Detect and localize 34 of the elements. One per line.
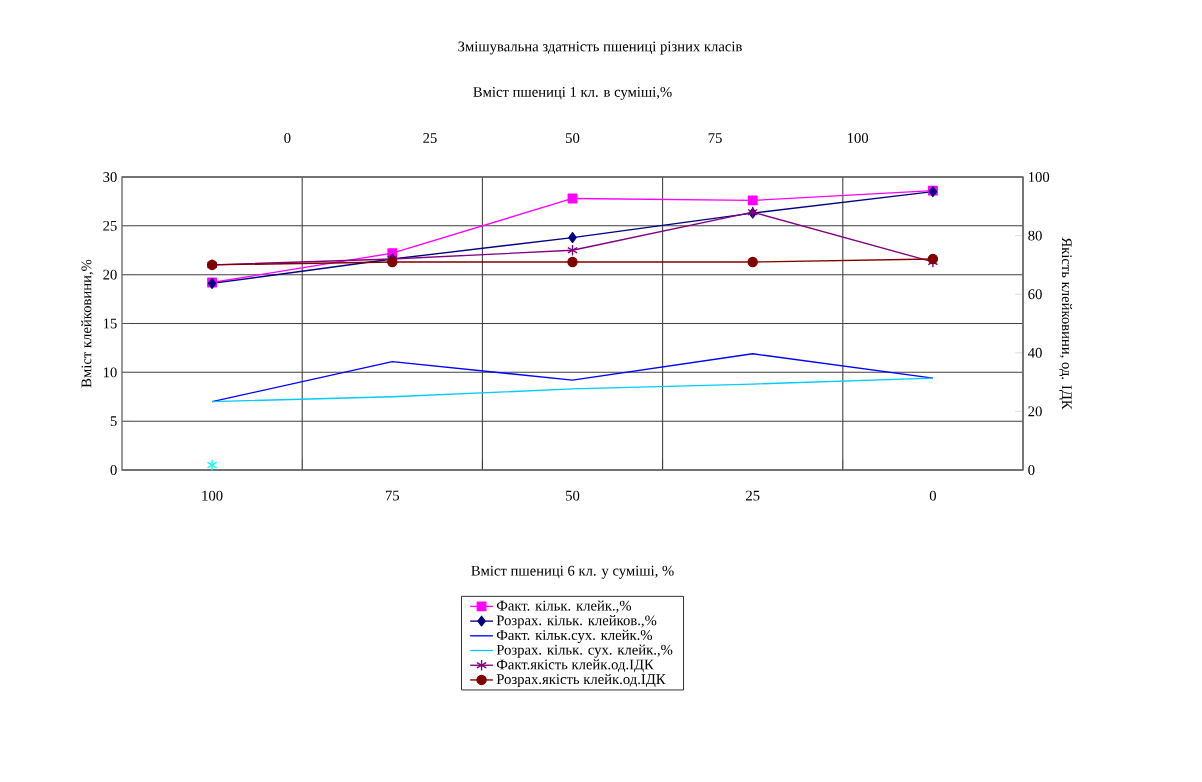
- x2-tick-label: 0: [284, 133, 291, 143]
- x2-tick-label: 100: [847, 133, 869, 143]
- chart-title: Змішувальна здатність пшениці різних класів: [458, 41, 742, 55]
- y2-tick-label: 20: [1028, 406, 1042, 417]
- x2-tick-label: 75: [708, 133, 722, 143]
- y2-tick-label: 80: [1028, 230, 1042, 241]
- x-axis-title: Вміст пшениці 6 кл. у суміші, %: [471, 565, 674, 579]
- x-tick-label: 100: [202, 490, 223, 501]
- y2-tick-label: 40: [1028, 347, 1042, 358]
- legend-label: Розрах. кільк. сух. клейк.,%: [496, 644, 673, 658]
- y-tick-label: 5: [110, 416, 117, 427]
- legend-label: Розрах. кільк. клейков.,%: [496, 615, 657, 629]
- legend-label: Розрах.якість клейк.од.ІДК: [496, 673, 666, 688]
- x-tick-label: 25: [746, 490, 760, 501]
- x2-tick-label: 50: [566, 133, 580, 143]
- legend-label: Факт. кільк.сух. клейк.%: [496, 629, 653, 643]
- y-tick-label: 10: [103, 367, 117, 378]
- x2-tick-label: 25: [423, 133, 437, 143]
- y2-tick-label: 100: [1029, 172, 1050, 182]
- y-tick-label: 30: [103, 172, 117, 182]
- x2-axis-title: Вміст пшениці 1 кл. в суміші,%: [473, 86, 672, 100]
- legend-label: Факт.якість клейк.од.ІДК: [496, 659, 654, 673]
- x-tick-label: 0: [929, 490, 937, 501]
- y-tick-label: 0: [110, 465, 117, 475]
- y-tick-label: 25: [103, 220, 117, 231]
- legend-label: Факт. кільк. клейк.,%: [496, 600, 632, 613]
- y-tick-label: 15: [103, 318, 117, 329]
- y2-tick-label: 60: [1028, 289, 1042, 300]
- x-tick-label: 50: [566, 490, 580, 501]
- x-tick-label: 75: [385, 490, 400, 501]
- y-axis-title: Вміст клейковини,%: [81, 259, 94, 388]
- y-tick-label: 20: [103, 269, 117, 280]
- y2-axis-title: Якість клейковини, од. ІДК: [1058, 237, 1073, 410]
- y2-tick-label: 0: [1028, 465, 1035, 475]
